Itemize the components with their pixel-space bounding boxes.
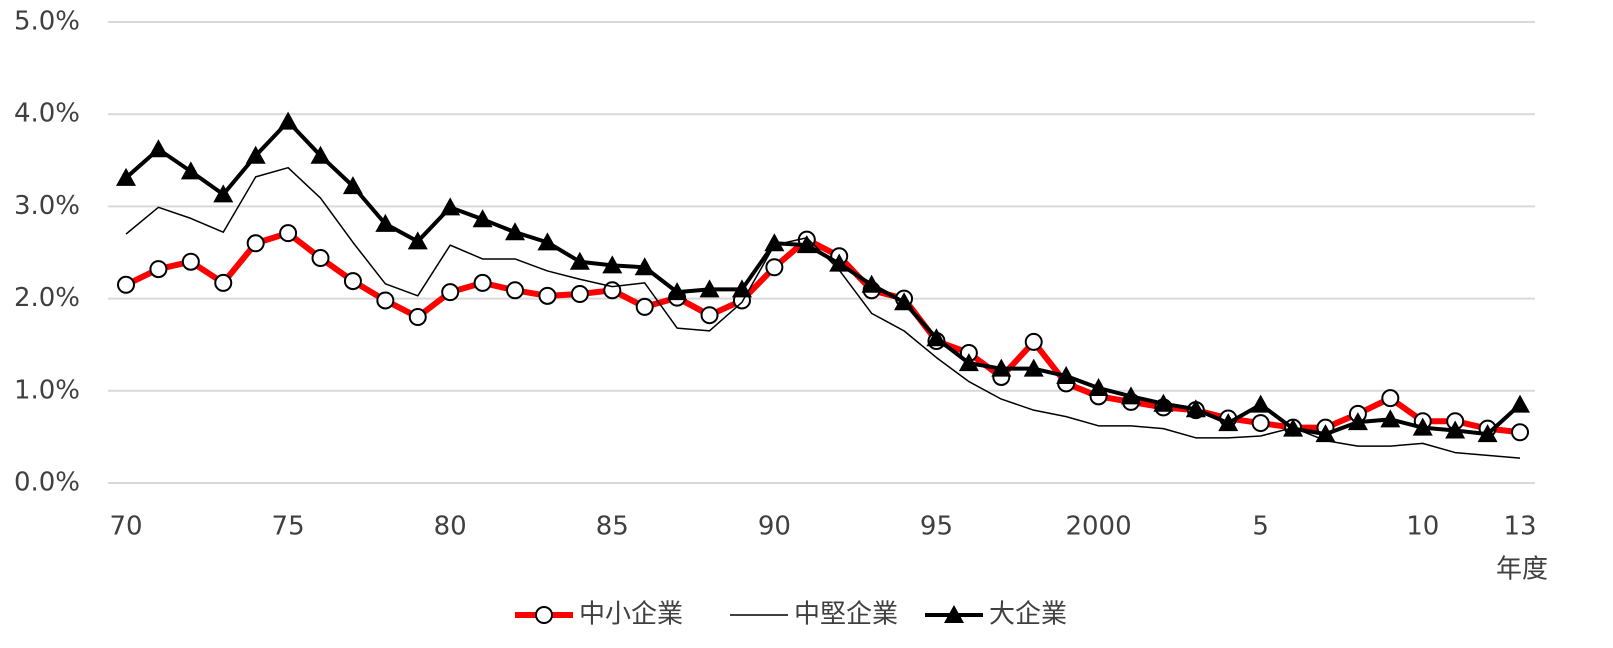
data-point (408, 308, 427, 327)
x-tick-label: 70 (109, 512, 142, 542)
data-point (634, 257, 655, 276)
series-line (124, 230, 1521, 436)
data-point (1153, 393, 1174, 412)
data-point (700, 306, 719, 325)
data-point (441, 283, 460, 302)
data-point (279, 224, 298, 243)
data-point (991, 358, 1012, 377)
legend-label: 大企業 (989, 600, 1067, 630)
data-point (796, 235, 817, 254)
y-tick-label: 0.0% (14, 468, 80, 498)
data-point (117, 275, 135, 294)
y-tick-label: 1.0% (14, 375, 80, 405)
x-axis-label: 年度 (1496, 555, 1548, 585)
data-point (375, 213, 396, 232)
data-point (148, 139, 169, 158)
data-point (699, 279, 720, 298)
x-tick-label: 85 (596, 512, 629, 542)
data-point (1218, 413, 1239, 432)
x-tick-label: 80 (434, 512, 467, 542)
x-tick-label: 10 (1406, 512, 1439, 542)
series-line (124, 119, 1522, 437)
data-point (538, 286, 557, 305)
data-point (829, 253, 850, 272)
data-point (472, 209, 493, 228)
data-point (311, 249, 330, 268)
data-point (149, 260, 168, 279)
data-point (1185, 399, 1206, 418)
data-point (116, 167, 136, 186)
data-point (1445, 420, 1466, 439)
data-point (1380, 409, 1401, 428)
legend-marker (944, 605, 964, 623)
data-point (440, 197, 461, 216)
data-point (246, 234, 265, 253)
data-point (342, 176, 363, 195)
data-point (1510, 394, 1530, 413)
data-point (1381, 389, 1400, 408)
data-point (1315, 424, 1336, 443)
data-point (213, 184, 234, 203)
data-point (506, 281, 525, 300)
x-tick-label: 75 (272, 512, 305, 542)
x-tick-label: 2000 (1065, 512, 1131, 542)
data-point (473, 273, 492, 292)
data-point (537, 232, 558, 251)
data-point (310, 145, 331, 164)
data-point (1023, 358, 1044, 377)
data-point (926, 328, 947, 347)
data-point (1251, 414, 1270, 433)
data-point (569, 251, 590, 270)
data-point (894, 292, 915, 311)
legend-marker (535, 606, 553, 624)
data-point (180, 161, 201, 180)
data-point (861, 274, 882, 293)
y-tick-label: 3.0% (14, 191, 80, 221)
data-point (731, 279, 752, 298)
y-tick-label: 2.0% (14, 283, 80, 313)
legend-label: 中堅企業 (794, 600, 898, 630)
data-point (1412, 417, 1433, 436)
data-point (278, 111, 299, 130)
data-point (1477, 424, 1498, 443)
data-point (602, 255, 623, 274)
data-point (1250, 394, 1271, 413)
data-point (570, 284, 589, 303)
data-point (343, 272, 362, 291)
data-point (376, 291, 395, 310)
data-point (958, 353, 979, 372)
x-tick-label: 13 (1503, 512, 1536, 542)
x-tick-label: 5 (1252, 512, 1269, 542)
x-tick-label: 95 (920, 512, 953, 542)
data-point (1120, 386, 1141, 405)
data-point (505, 222, 526, 241)
data-point (181, 252, 200, 271)
data-point (1511, 423, 1529, 442)
series-line (125, 166, 1521, 459)
data-point (1024, 332, 1043, 351)
data-point (1088, 378, 1109, 397)
data-point (635, 297, 654, 316)
data-point (764, 233, 785, 252)
y-tick-label: 4.0% (14, 99, 80, 129)
data-point (667, 282, 688, 301)
data-point (407, 231, 428, 250)
data-point (1347, 412, 1368, 431)
data-point (245, 145, 266, 164)
x-tick-label: 90 (758, 512, 791, 542)
data-point (214, 273, 233, 292)
y-tick-label: 5.0% (14, 7, 80, 37)
data-point (765, 258, 784, 277)
legend-label: 中小企業 (579, 600, 683, 630)
data-point (1056, 366, 1077, 385)
data-point (1283, 418, 1304, 437)
